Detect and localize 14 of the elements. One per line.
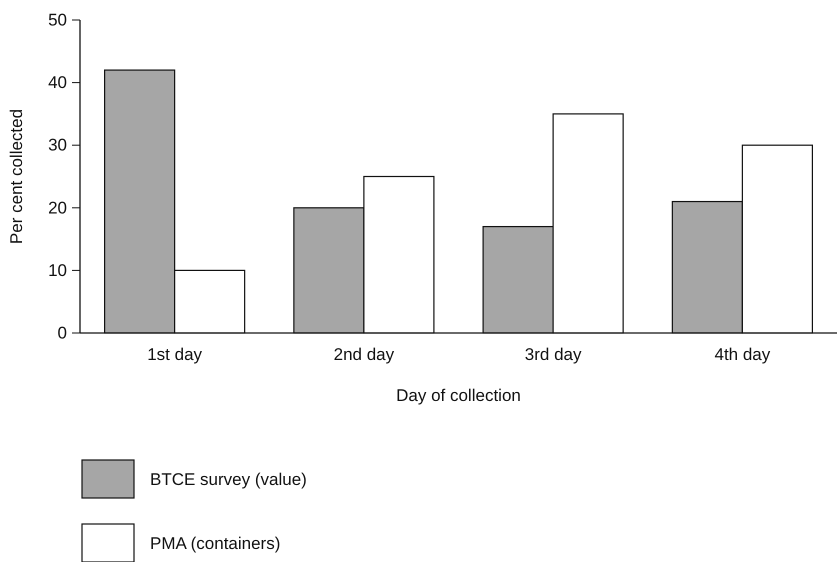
x-axis-title: Day of collection xyxy=(396,386,521,405)
legend-label: PMA (containers) xyxy=(150,534,280,553)
y-axis-title: Per cent collected xyxy=(7,108,26,244)
x-tick-label: 3rd day xyxy=(524,344,582,364)
legend-label: BTCE survey (value) xyxy=(150,470,307,489)
y-tick-label: 40 xyxy=(48,73,67,92)
x-tick-label: 1st day xyxy=(147,344,203,364)
y-tick-label: 10 xyxy=(48,260,67,280)
y-tick-label: 0 xyxy=(58,323,67,342)
y-tick-label: 30 xyxy=(48,136,67,155)
x-tick-label: 2nd day xyxy=(334,344,395,364)
x-tick-label: 4th day xyxy=(714,344,771,364)
y-tick-label: 50 xyxy=(48,10,67,30)
y-tick-label: 20 xyxy=(48,198,67,218)
